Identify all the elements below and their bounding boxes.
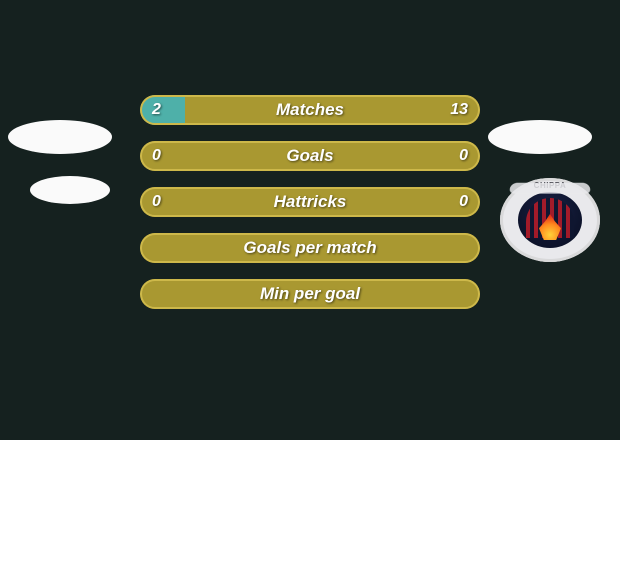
stat-bar-left-fill: [140, 95, 185, 125]
stat-row: Goals per match: [140, 233, 480, 263]
stat-bar: [140, 141, 480, 171]
stat-row: Hattricks00: [140, 187, 480, 217]
stat-bar: [140, 95, 480, 125]
stat-bar-border: [140, 233, 480, 263]
stat-bar-border: [140, 279, 480, 309]
stat-bar: [140, 279, 480, 309]
stage: Dlamini vs Modise Club competitions, Sea…: [0, 0, 620, 580]
stat-bar-border: [140, 187, 480, 217]
stat-bar: [140, 187, 480, 217]
left-player-badge-1: [8, 120, 112, 154]
stat-bar: [140, 233, 480, 263]
left-player-badge-2: [30, 176, 110, 204]
stat-row: Min per goal: [140, 279, 480, 309]
club-crest: CHIPPA: [500, 178, 600, 262]
stat-row: Goals00: [140, 141, 480, 171]
stat-row: Matches213: [140, 95, 480, 125]
stat-bar-border: [140, 95, 480, 125]
stat-bar-border: [140, 141, 480, 171]
right-player-badge-1: [488, 120, 592, 154]
